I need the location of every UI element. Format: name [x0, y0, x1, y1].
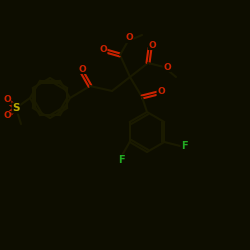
Text: O: O [157, 88, 165, 96]
Text: O: O [125, 34, 133, 42]
Text: O: O [78, 64, 86, 74]
Text: O: O [3, 96, 11, 104]
Text: O: O [148, 40, 156, 50]
Text: O: O [99, 46, 107, 54]
Text: S: S [12, 103, 20, 113]
Text: F: F [118, 155, 125, 165]
Text: O: O [163, 62, 171, 72]
Text: O: O [3, 112, 11, 120]
Text: F: F [181, 141, 188, 151]
